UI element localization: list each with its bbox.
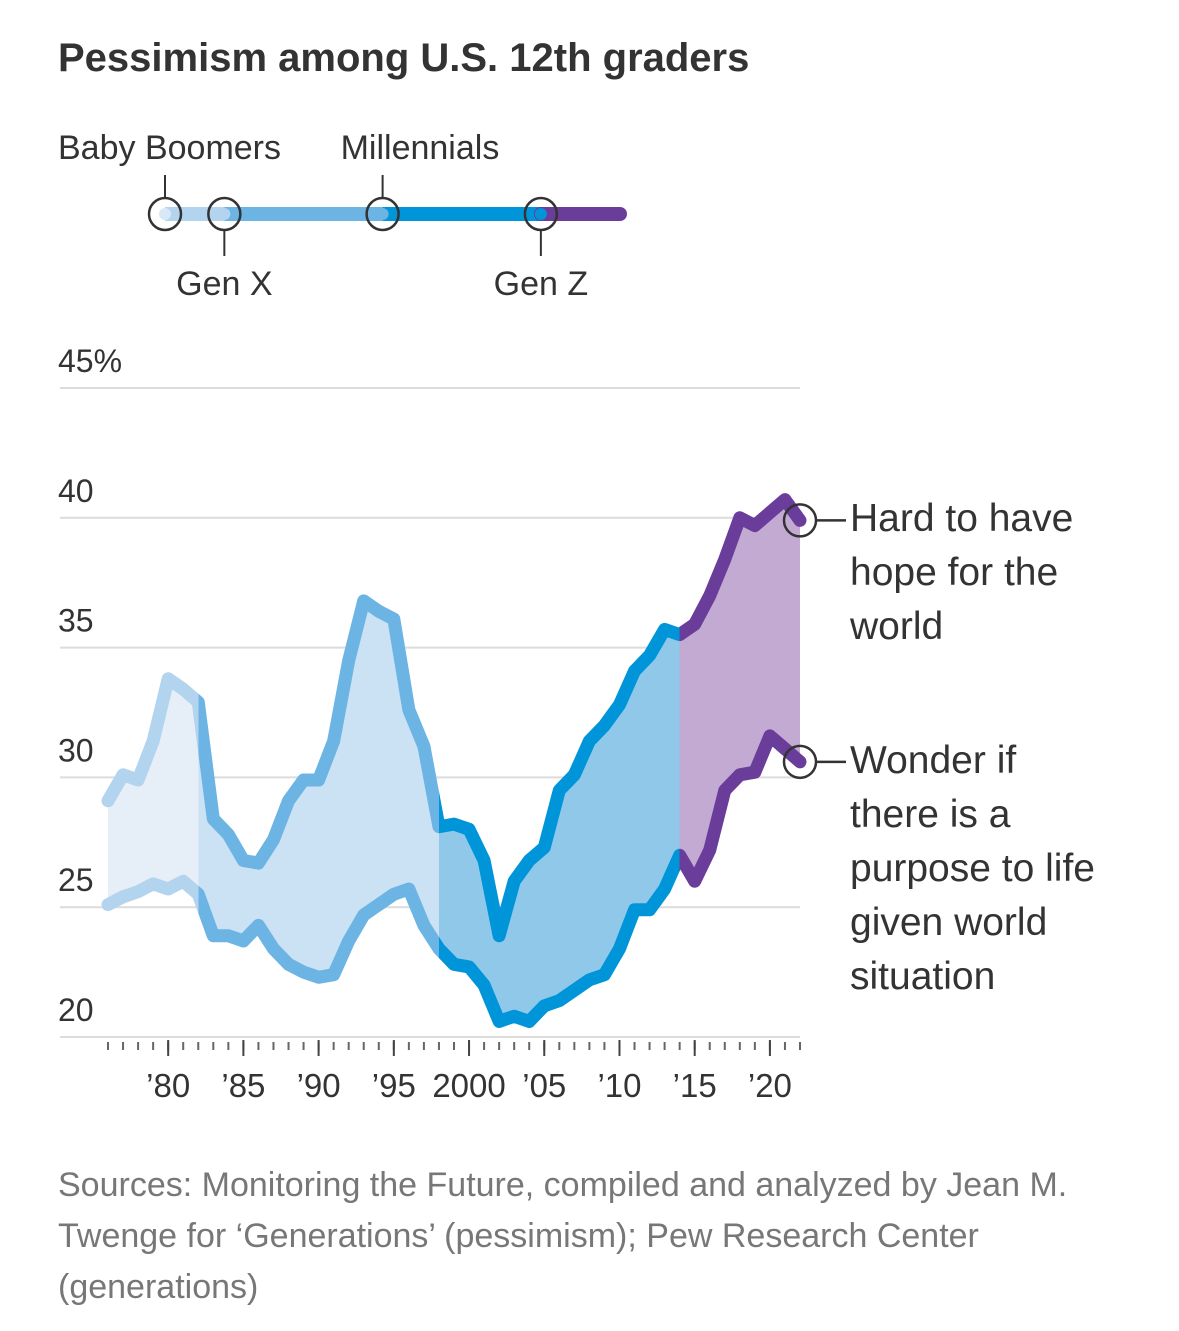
legend-dot: [534, 208, 547, 220]
x-tick-label: ’95: [372, 1067, 416, 1104]
legend-label: Baby Boomers: [58, 129, 281, 167]
series-line: [101, 729, 807, 1028]
legend-label: Gen Z: [494, 265, 588, 303]
y-tick-label: 20: [58, 992, 94, 1028]
y-tick-label: 30: [58, 732, 94, 768]
band-area: [108, 499, 800, 1022]
x-tick-label: ’15: [673, 1067, 717, 1104]
x-tick-label: ’10: [597, 1067, 641, 1104]
y-tick-label: 40: [58, 473, 94, 509]
source-note: Sources: Monitoring the Future, compiled…: [58, 1166, 1068, 1306]
chart-title: Pessimism among U.S. 12th graders: [58, 36, 750, 80]
x-tick-label: ’80: [146, 1067, 190, 1104]
x-tick-label: ’05: [522, 1067, 566, 1104]
x-tick-label: 2000: [432, 1067, 505, 1104]
legend-dot: [376, 208, 389, 220]
y-tick-label: 25: [58, 862, 94, 898]
series-annotation: Wonder if there is a purpose to life giv…: [850, 738, 1095, 998]
series-line: [101, 493, 807, 943]
series-annotation: Hard to have hope for the world: [850, 497, 1074, 649]
y-tick-label: 35: [58, 603, 94, 639]
legend-dot: [218, 208, 231, 220]
y-tick-label: 45%: [58, 343, 122, 379]
legend-label: Millennials: [341, 129, 500, 167]
x-tick-label: ’85: [221, 1067, 265, 1104]
legend-dot: [159, 208, 171, 220]
legend-label: Gen X: [176, 265, 272, 303]
x-tick-label: ’20: [748, 1067, 792, 1104]
x-tick-label: ’90: [297, 1067, 341, 1104]
